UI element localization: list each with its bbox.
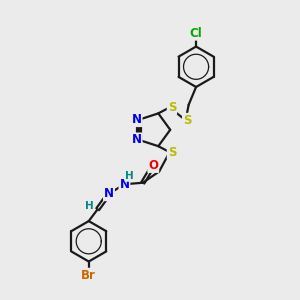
Text: H: H	[85, 201, 94, 211]
Text: Cl: Cl	[190, 27, 202, 40]
Text: S: S	[168, 146, 176, 159]
Text: S: S	[183, 114, 191, 127]
Text: S: S	[168, 101, 176, 114]
Text: N: N	[119, 178, 129, 191]
Text: O: O	[148, 159, 158, 172]
Text: N: N	[104, 187, 114, 200]
Text: Br: Br	[81, 269, 96, 282]
Text: N: N	[132, 113, 142, 126]
Text: H: H	[125, 171, 134, 181]
Text: N: N	[132, 134, 142, 146]
